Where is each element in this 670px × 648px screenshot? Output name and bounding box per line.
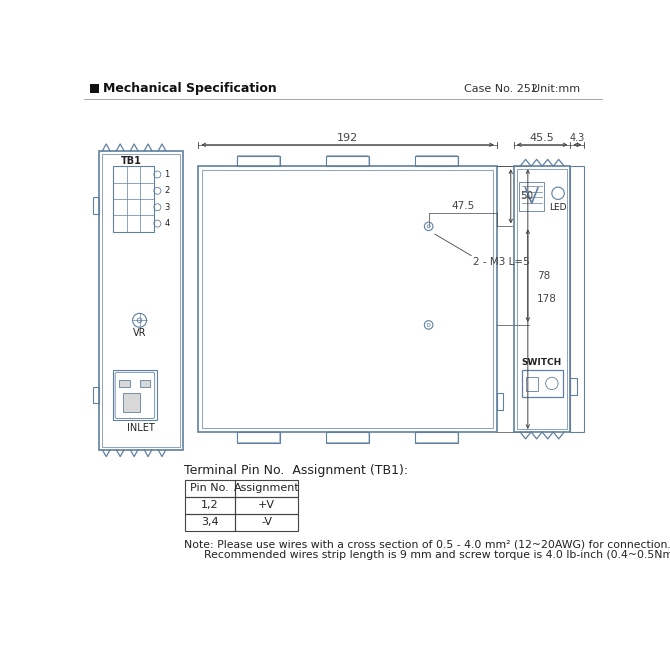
Bar [517,169,567,429]
Text: 4.3: 4.3 [570,133,585,143]
Bar [113,167,153,232]
Bar [198,167,497,432]
Bar [113,371,157,421]
Text: 2 - M3 L=5: 2 - M3 L=5 [473,257,529,267]
Bar [570,167,584,432]
Text: 2: 2 [164,187,170,195]
Text: LED: LED [549,203,567,212]
Bar [99,151,183,450]
Text: Mechanical Specification: Mechanical Specification [103,82,277,95]
Bar [570,378,577,395]
Bar [90,84,99,93]
Bar [519,181,544,211]
Text: Case No. 252: Case No. 252 [464,84,537,93]
Text: 178: 178 [537,294,557,304]
Bar [93,386,99,404]
Text: 1: 1 [164,170,170,179]
Text: SWITCH: SWITCH [522,358,562,367]
Text: Recommended wires strip length is 9 mm and screw torque is 4.0 lb-inch (0.4~0.5N: Recommended wires strip length is 9 mm a… [204,550,670,560]
Text: 192: 192 [336,133,358,143]
Bar [514,167,570,432]
Bar [184,480,235,496]
Bar [119,380,130,386]
Text: Assignment: Assignment [234,483,299,493]
Bar [202,170,493,428]
Bar [415,432,458,443]
Bar [184,496,235,514]
Text: 3: 3 [164,203,170,212]
Text: -V: -V [261,517,272,527]
Text: 1,2: 1,2 [201,500,218,510]
Bar [237,432,280,443]
Text: 45.5: 45.5 [529,133,554,143]
Text: +V: +V [258,500,275,510]
Bar [139,380,150,386]
Bar [103,154,180,446]
Bar [184,514,235,531]
Bar [235,514,298,531]
Bar [235,480,298,496]
Text: Unit:mm: Unit:mm [532,84,580,93]
Text: 4: 4 [164,219,170,228]
Bar [123,393,140,412]
Bar [237,156,280,167]
Bar [235,496,298,514]
Bar [93,197,99,214]
Text: 3,4: 3,4 [201,517,218,527]
Text: VR: VR [133,328,146,338]
Text: 47.5: 47.5 [451,201,474,211]
Bar [497,393,503,410]
Bar [415,156,458,167]
Text: INLET: INLET [127,423,155,433]
Text: 50: 50 [520,191,533,202]
Bar [326,156,369,167]
Text: Pin No.: Pin No. [190,483,229,493]
Text: TB1: TB1 [121,156,142,166]
Bar [522,371,563,397]
Text: Terminal Pin No.  Assignment (TB1):: Terminal Pin No. Assignment (TB1): [184,464,409,477]
Bar [525,376,538,391]
Bar [326,432,369,443]
Text: Note: Please use wires with a cross section of 0.5 - 4.0 mm² (12~20AWG) for conn: Note: Please use wires with a cross sect… [184,539,670,550]
Text: 78: 78 [537,271,550,281]
